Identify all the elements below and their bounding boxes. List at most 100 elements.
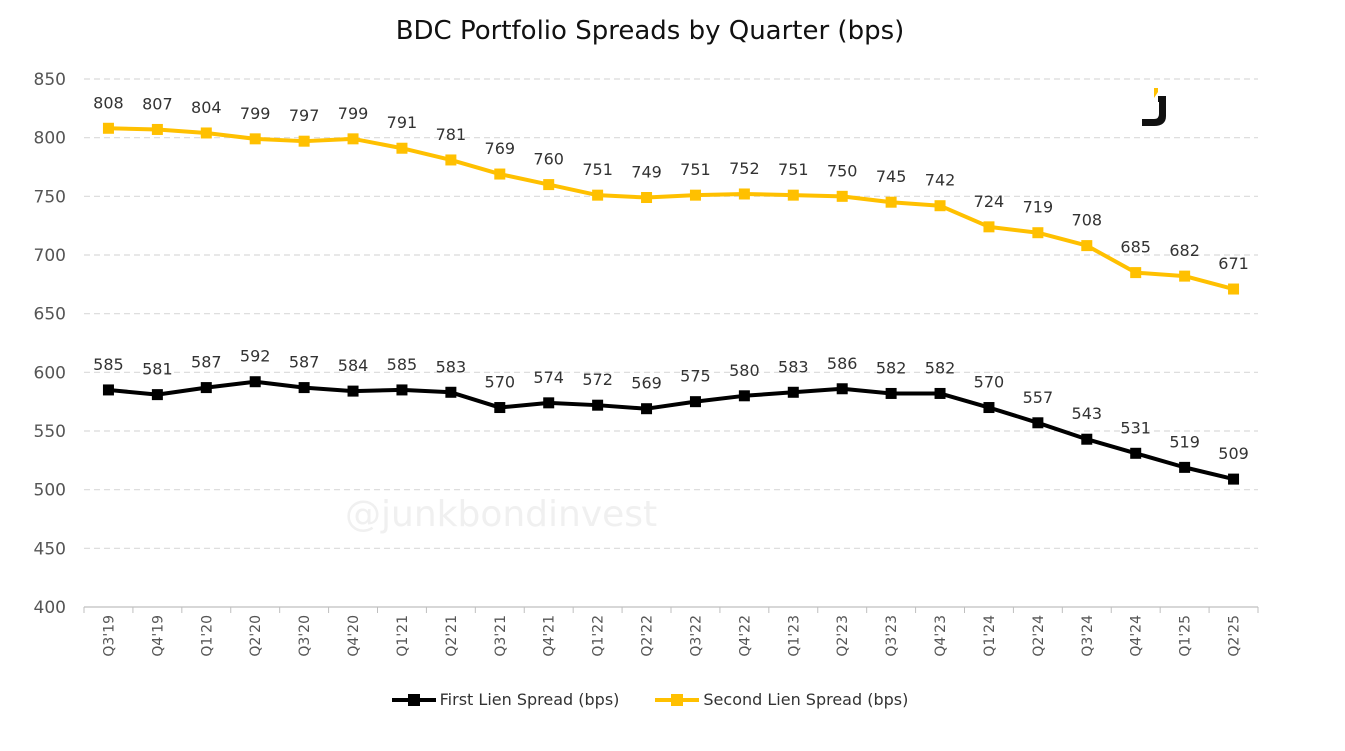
y-tick-label: 750 [34, 187, 66, 207]
y-tick-label: 400 [34, 598, 66, 618]
first-lien-data-label: 581 [142, 360, 173, 379]
first-lien-point [738, 390, 750, 402]
first-lien-point [592, 399, 604, 411]
second-lien-data-label: 797 [289, 106, 320, 125]
second-lien-line [108, 126, 1235, 291]
x-tick-label: Q4'22 [737, 615, 753, 657]
second-lien-point [983, 221, 995, 233]
data-labels: 585 581 587 592 587 584 585 583 570 574 572 569 575 5… [93, 93, 1249, 463]
second-lien-point [689, 189, 701, 201]
x-tick-label: Q4'19 [150, 615, 166, 657]
watermark-text: @junkbondinvest [345, 494, 658, 535]
second-lien-point [494, 168, 506, 180]
y-tick-label: 500 [34, 481, 66, 501]
second-lien-point [249, 133, 261, 145]
first-lien-point [1032, 417, 1044, 429]
first-lien-data-label: 575 [680, 367, 711, 386]
second-lien-data-label: 708 [1072, 211, 1103, 230]
second-lien-data-label: 807 [142, 94, 173, 113]
x-tick-label: Q4'23 [933, 615, 949, 657]
x-tick-label: Q1'24 [982, 615, 998, 657]
first-lien-point [102, 384, 114, 396]
second-lien-point [151, 123, 163, 135]
second-lien-data-label: 799 [240, 104, 271, 123]
y-tick-label: 800 [34, 129, 66, 149]
x-tick-label: Q3'20 [297, 615, 313, 657]
first-lien-data-label: 509 [1218, 444, 1249, 463]
second-lien-point [885, 196, 897, 208]
second-lien-point [1130, 267, 1142, 279]
first-lien-data-label: 583 [778, 357, 809, 376]
y-tick-label: 850 [34, 70, 66, 90]
second-lien-data-label: 751 [778, 160, 809, 179]
second-lien-point [641, 192, 653, 204]
second-lien-data-label: 742 [925, 171, 956, 190]
second-lien-point [738, 188, 750, 200]
second-lien-point [200, 127, 212, 139]
first-lien-point [641, 403, 653, 415]
x-tick-label: Q2'21 [444, 615, 460, 657]
first-lien-data-label: 531 [1120, 418, 1151, 437]
first-lien-data-label: 557 [1023, 388, 1054, 407]
first-lien-data-label: 543 [1072, 404, 1103, 423]
second-lien-data-label: 769 [485, 139, 516, 158]
second-lien-point [787, 189, 799, 201]
first-lien-data-label: 572 [582, 370, 613, 389]
first-lien-data-label: 519 [1169, 432, 1200, 451]
x-tick-label: Q3'23 [884, 615, 900, 657]
legend-label-second-lien: Second Lien Spread (bps) [703, 690, 909, 709]
first-lien-point [787, 386, 799, 398]
first-lien-data-label: 584 [338, 356, 369, 375]
x-tick-label: Q1'21 [395, 615, 411, 657]
second-lien-data-label: 804 [191, 98, 222, 117]
x-tick-label: Q4'24 [1129, 615, 1145, 657]
x-tick-label: Q1'22 [591, 615, 607, 657]
x-tick-label: Q4'21 [542, 615, 558, 657]
first-lien-point [1228, 473, 1240, 485]
first-lien-data-label: 587 [289, 353, 320, 372]
second-lien-data-label: 682 [1169, 241, 1200, 260]
y-tick-label: 700 [34, 246, 66, 266]
second-lien-point [102, 122, 114, 134]
first-lien-point [200, 382, 212, 394]
first-lien-data-label: 582 [925, 358, 956, 377]
second-lien-point [543, 179, 555, 191]
second-lien-point [347, 133, 359, 145]
first-lien-data-label: 585 [93, 355, 124, 374]
x-tick-label: Q1'20 [199, 615, 215, 657]
first-lien-point [836, 383, 848, 395]
x-tick-label: Q3'21 [493, 615, 509, 657]
brand-logo [1142, 88, 1166, 126]
first-lien-point [1179, 461, 1191, 473]
x-tick-label: Q2'25 [1227, 615, 1243, 657]
x-tick-label: Q2'23 [835, 615, 851, 657]
first-lien-line [108, 379, 1235, 482]
first-lien-data-label: 570 [974, 373, 1005, 392]
legend-label-first-lien: First Lien Spread (bps) [439, 690, 620, 709]
first-lien-data-label: 585 [387, 355, 418, 374]
first-lien-data-label: 582 [876, 358, 907, 377]
first-lien-point [1130, 447, 1142, 459]
x-tick-label: Q2'22 [640, 615, 656, 657]
x-tick-label: Q1'23 [786, 615, 802, 657]
second-lien-data-label: 760 [533, 150, 564, 169]
second-lien-data-label: 671 [1218, 254, 1249, 273]
first-lien-data-label: 569 [631, 374, 662, 393]
first-lien-point [934, 387, 946, 399]
series-lines [102, 122, 1240, 485]
second-lien-data-label: 750 [827, 161, 858, 180]
second-lien-point [1228, 283, 1240, 295]
x-tick-label: Q2'24 [1031, 615, 1047, 657]
legend-item-first-lien: First Lien Spread (bps) [391, 690, 620, 709]
second-lien-data-label: 751 [680, 160, 711, 179]
second-lien-data-label: 752 [729, 159, 760, 178]
first-lien-point [689, 396, 701, 408]
legend-swatch-first-lien [391, 693, 436, 707]
legend-swatch-second-lien [655, 693, 700, 707]
second-lien-point [1179, 270, 1191, 282]
second-lien-point [1032, 227, 1044, 239]
x-tick-label: Q4'20 [346, 615, 362, 657]
second-lien-point [1081, 240, 1093, 252]
y-tick-label: 450 [34, 539, 66, 559]
first-lien-point [1081, 433, 1093, 445]
